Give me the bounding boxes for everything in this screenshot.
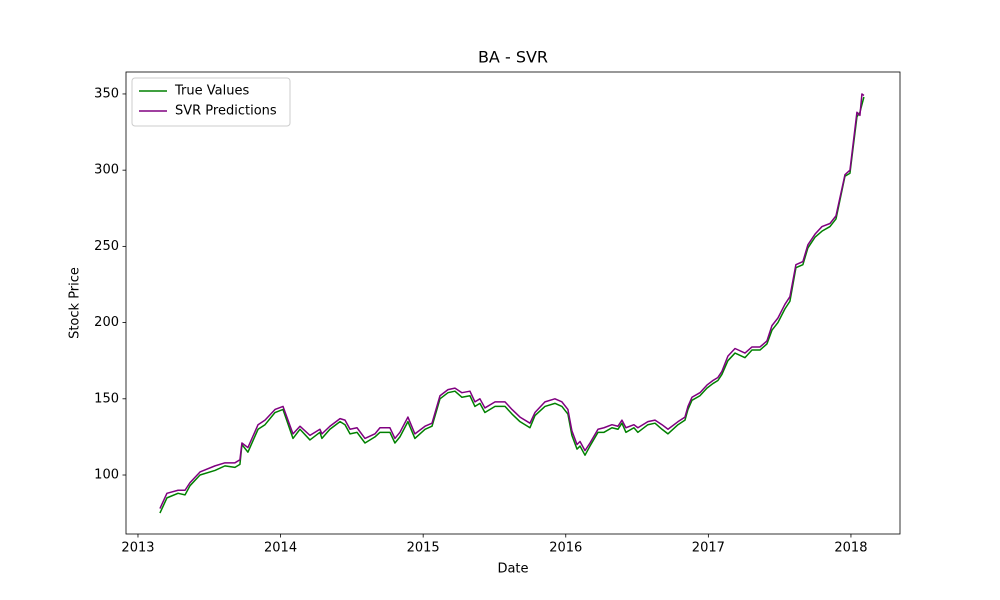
x-axis-label: Date bbox=[497, 562, 528, 577]
x-tick-label: 2013 bbox=[121, 541, 154, 556]
x-tick-label: 2017 bbox=[692, 541, 725, 556]
y-tick-label: 200 bbox=[94, 315, 119, 330]
x-tick-label: 2016 bbox=[549, 541, 582, 556]
legend-box bbox=[131, 77, 291, 127]
x-tick-label: 2018 bbox=[834, 541, 867, 556]
y-tick-label: 350 bbox=[94, 86, 119, 101]
y-tick-label: 100 bbox=[94, 468, 119, 483]
y-tick-label: 250 bbox=[94, 239, 119, 254]
series-line bbox=[159, 96, 865, 514]
legend: True Values SVR Predictions bbox=[131, 77, 291, 127]
chart-title: BA - SVR bbox=[478, 48, 548, 67]
legend-label: True Values bbox=[174, 84, 249, 99]
y-axis-label: Stock Price bbox=[68, 267, 83, 339]
x-tick-label: 2015 bbox=[407, 541, 440, 556]
legend-label: SVR Predictions bbox=[175, 104, 277, 119]
x-tick-label: 2014 bbox=[264, 541, 297, 556]
series-line bbox=[159, 93, 865, 509]
plot-frame bbox=[125, 71, 901, 535]
y-tick-label: 300 bbox=[94, 163, 119, 178]
y-tick-label: 150 bbox=[94, 391, 119, 406]
